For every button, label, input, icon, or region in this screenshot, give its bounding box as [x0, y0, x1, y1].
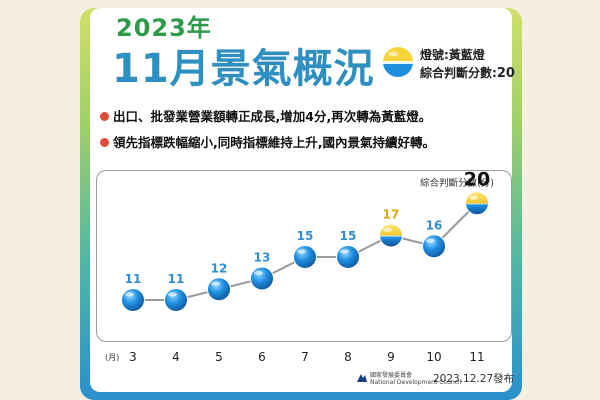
- data-label: 13: [254, 251, 271, 265]
- signal-point: [164, 288, 188, 312]
- x-tick-label: 4: [172, 350, 180, 364]
- signal-point: [293, 245, 317, 269]
- signal-point: [121, 288, 145, 312]
- data-label: 11: [168, 272, 185, 286]
- bullet-text-2: 領先指標跌幅縮小,同時指標維持上升,國內景氣持續好轉。: [113, 135, 435, 150]
- signal-point: [336, 245, 360, 269]
- x-tick-label: 5: [215, 350, 223, 364]
- signal-label: 燈號:黃藍燈: [420, 48, 485, 62]
- x-tick-label: 11: [469, 350, 484, 364]
- footer-org-line2: National Development Council: [370, 379, 462, 386]
- signal-point: [250, 266, 274, 291]
- chart-box: [96, 170, 512, 342]
- x-axis-unit: (月): [105, 353, 119, 362]
- x-tick-label: 3: [129, 350, 137, 364]
- year-heading: 2023年: [116, 14, 212, 42]
- x-tick-label: 7: [301, 350, 309, 364]
- signal-point: [207, 277, 231, 302]
- bullet-dot: [100, 138, 109, 147]
- signal-point: [422, 234, 446, 259]
- data-label: 11: [125, 272, 142, 286]
- data-label: 20: [464, 168, 490, 190]
- data-label: 17: [383, 208, 400, 222]
- data-label: 16: [426, 218, 443, 232]
- ndc-logo-icon: [357, 374, 367, 382]
- bullet-item-2: 領先指標跌幅縮小,同時指標維持上升,國內景氣持續好轉。: [100, 132, 435, 151]
- x-tick-label: 10: [426, 350, 441, 364]
- y-axis-label: 綜合判斷分數(分): [420, 177, 494, 189]
- score-label: 綜合判斷分數:20: [420, 64, 515, 81]
- x-tick-label: 8: [344, 350, 352, 364]
- signal-point: [465, 191, 489, 216]
- bullet-dot: [100, 112, 109, 121]
- x-tick-label: 9: [387, 350, 395, 364]
- footer-org-line1: 國家發展委員會: [370, 372, 413, 379]
- yellow-blue-signal-icon: [383, 47, 413, 77]
- bullet-item-1: 出口、批發業營業額轉正成長,增加4分,再次轉為黃藍燈。: [100, 106, 431, 125]
- x-tick-label: 6: [258, 350, 266, 364]
- bullet-text-1: 出口、批發業營業額轉正成長,增加4分,再次轉為黃藍燈。: [113, 109, 432, 124]
- data-label: 15: [297, 229, 314, 243]
- page-title: 11月景氣概況: [112, 46, 375, 92]
- data-label: 12: [211, 261, 228, 275]
- score-label-text: 綜合判斷分數:: [420, 66, 497, 80]
- footer-org: 國家發展委員會 National Development Council: [370, 372, 461, 386]
- score-value: 20: [496, 66, 515, 81]
- signal-point: [379, 223, 403, 248]
- data-label: 15: [340, 229, 357, 243]
- publish-date: 2023.12.27發布: [433, 373, 515, 385]
